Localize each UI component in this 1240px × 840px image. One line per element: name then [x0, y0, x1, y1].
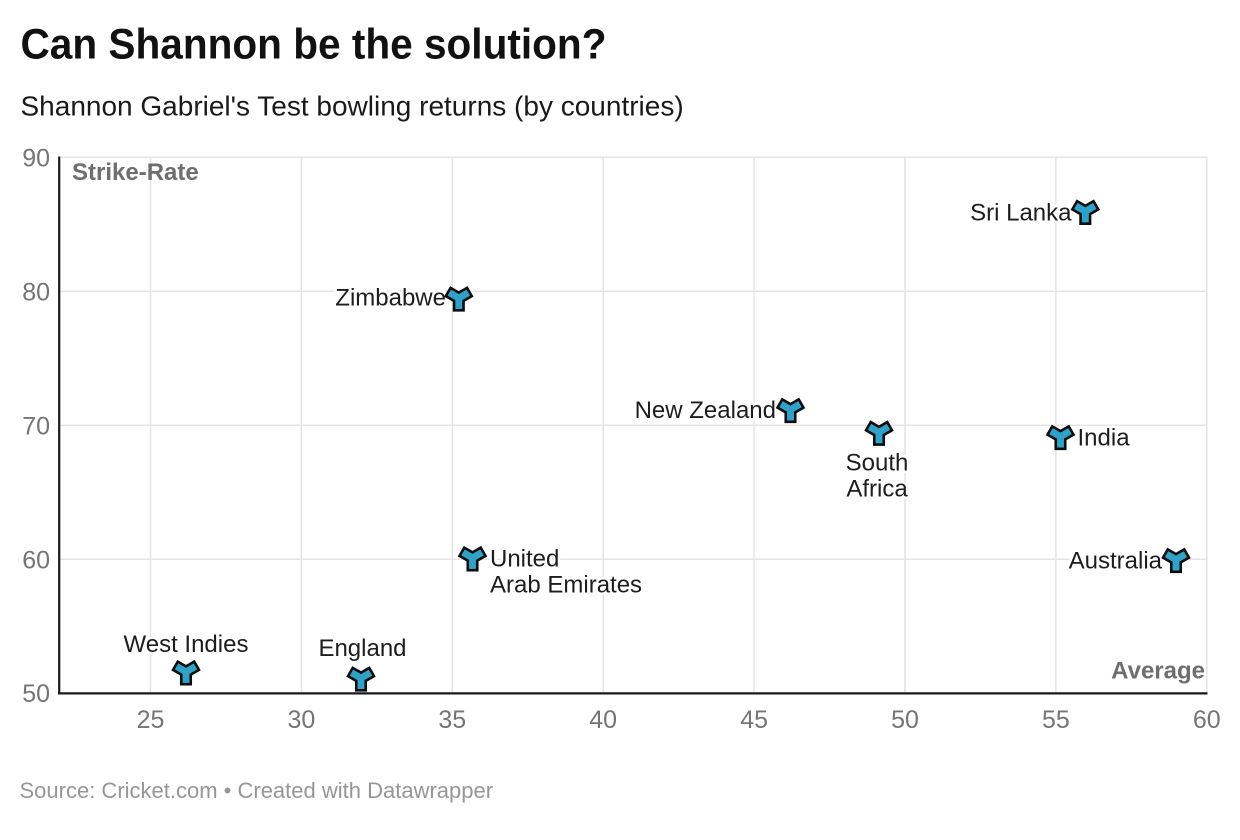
- svg-text:India: India: [1078, 425, 1131, 452]
- svg-text:South: South: [846, 450, 909, 477]
- svg-text:Arab Emirates: Arab Emirates: [490, 572, 642, 599]
- svg-text:Source: Cricket.com • Created: Source: Cricket.com • Created with Dataw…: [20, 778, 494, 803]
- svg-text:50: 50: [891, 706, 919, 734]
- svg-text:Africa: Africa: [846, 476, 908, 503]
- svg-text:25: 25: [137, 706, 165, 734]
- svg-text:35: 35: [438, 706, 466, 734]
- svg-text:Shannon Gabriel's Test bowling: Shannon Gabriel's Test bowling returns (…: [21, 91, 684, 122]
- svg-text:60: 60: [22, 546, 50, 574]
- svg-text:West Indies: West Indies: [124, 631, 249, 658]
- svg-text:Strike-Rate: Strike-Rate: [72, 159, 199, 186]
- svg-text:50: 50: [22, 680, 50, 708]
- svg-text:England: England: [318, 635, 406, 662]
- svg-text:80: 80: [22, 278, 50, 306]
- svg-text:Australia: Australia: [1069, 548, 1163, 575]
- svg-text:Average: Average: [1111, 658, 1205, 685]
- svg-text:40: 40: [589, 706, 617, 734]
- svg-text:60: 60: [1193, 706, 1221, 734]
- svg-text:55: 55: [1042, 706, 1070, 734]
- svg-text:United: United: [490, 546, 559, 573]
- svg-text:Can Shannon be the solution?: Can Shannon be the solution?: [21, 22, 607, 69]
- svg-text:Sri Lanka: Sri Lanka: [970, 200, 1072, 227]
- svg-text:Zimbabwe: Zimbabwe: [335, 285, 446, 312]
- svg-text:90: 90: [22, 145, 50, 173]
- svg-text:30: 30: [287, 706, 315, 734]
- svg-text:New Zealand: New Zealand: [635, 397, 776, 424]
- svg-text:70: 70: [22, 412, 50, 440]
- svg-text:45: 45: [740, 706, 768, 734]
